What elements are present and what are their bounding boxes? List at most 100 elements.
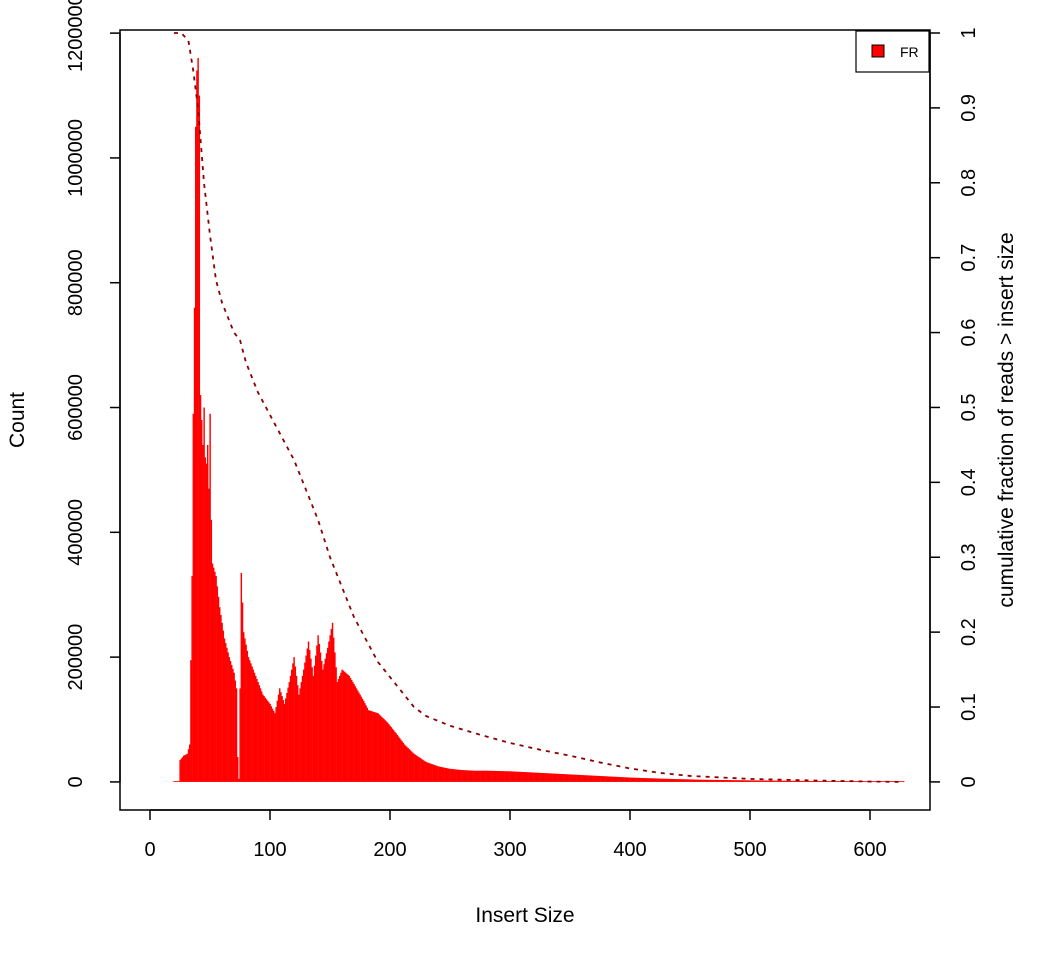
histogram-bar (606, 776, 609, 782)
histogram-bar (514, 771, 516, 782)
histogram-bar (185, 754, 187, 782)
histogram-bar (415, 755, 418, 782)
histogram-bar (577, 774, 580, 782)
histogram-bar (667, 778, 670, 782)
histogram-bar (531, 772, 533, 782)
histogram-bar (649, 778, 652, 782)
histogram-bar (357, 690, 359, 782)
histogram-bar (844, 781, 846, 782)
histogram-bar (304, 662, 306, 782)
y-tick-label: 0 (65, 776, 87, 787)
histogram-bar (245, 644, 247, 782)
histogram-bar (263, 696, 265, 782)
histogram-bar (847, 781, 850, 782)
histogram-bar (765, 780, 767, 782)
histogram-bar (523, 772, 526, 782)
histogram-bar (490, 770, 492, 782)
histogram-bar (456, 769, 459, 782)
histogram-bar (463, 770, 466, 782)
histogram-bar (761, 780, 763, 782)
histogram-bar (322, 669, 324, 782)
histogram-bar (790, 780, 792, 782)
histogram-bar (744, 780, 747, 782)
histogram-bar (241, 602, 244, 782)
histogram-bar (762, 780, 765, 782)
histogram-bar (406, 746, 408, 782)
histogram-bar (448, 768, 450, 782)
histogram-bar (745, 780, 748, 782)
histogram-bar (857, 781, 859, 782)
histogram-bar (509, 771, 511, 782)
histogram-bar (246, 650, 249, 782)
histogram-bar (618, 776, 621, 782)
histogram-bar (389, 725, 391, 782)
histogram-bar (316, 645, 318, 782)
histogram-bar (561, 774, 563, 782)
histogram-bar (425, 761, 427, 782)
histogram-bar (588, 775, 591, 782)
histogram-bar (465, 770, 467, 782)
histogram-bar (419, 757, 421, 782)
histogram-bar (591, 775, 593, 782)
histogram-bar (690, 779, 693, 782)
histogram-bar (207, 444, 209, 782)
histogram-bar (231, 664, 233, 782)
histogram-bar (273, 710, 275, 782)
histogram-bar (733, 780, 736, 782)
histogram-bar (237, 756, 239, 782)
histogram-bar (501, 771, 503, 782)
histogram-bar (738, 780, 741, 782)
histogram-bar (447, 768, 449, 782)
histogram-bar (383, 719, 385, 782)
histogram-bar (460, 769, 462, 782)
histogram-bar (571, 774, 574, 782)
histogram-bar (234, 680, 237, 782)
histogram-bar (784, 780, 786, 782)
histogram-bar (457, 769, 460, 782)
histogram-bar (235, 688, 238, 782)
histogram-bar (462, 770, 465, 782)
histogram-bar (373, 712, 376, 782)
histogram-bar (219, 607, 221, 782)
histogram-bar (802, 780, 804, 782)
histogram-bar (195, 126, 197, 782)
histogram-bar (774, 780, 777, 782)
histogram-bar (281, 696, 283, 782)
histogram-bar (634, 777, 636, 782)
histogram-bar (611, 776, 613, 782)
histogram-bar (771, 780, 773, 782)
histogram-bar (763, 780, 766, 782)
histogram-bar (216, 586, 219, 782)
histogram-bar (178, 781, 180, 782)
histogram-bar (388, 724, 390, 782)
histogram-bar (180, 758, 183, 782)
histogram-bar (321, 661, 323, 782)
histogram-bar (414, 754, 417, 782)
x-tick-label: 400 (613, 839, 646, 861)
histogram-bar (528, 772, 531, 782)
y-tick-label: 1200000 (65, 0, 87, 72)
x-tick-label: 600 (853, 839, 886, 861)
histogram-bar (327, 647, 329, 782)
histogram-bar (489, 770, 491, 782)
histogram-bar (411, 751, 413, 782)
histogram-bar (814, 781, 816, 782)
histogram-bar (484, 770, 486, 782)
histogram-bar (564, 774, 567, 782)
histogram-bar (370, 710, 372, 782)
histogram-bar (175, 781, 178, 782)
histogram-bar (625, 777, 628, 782)
histogram-bar (205, 463, 208, 782)
histogram-bar (382, 717, 384, 782)
histogram-bar (881, 781, 883, 782)
histogram-bar (628, 777, 630, 782)
histogram-bar (400, 739, 402, 782)
histogram-bar (750, 780, 753, 782)
histogram-bar (427, 762, 430, 782)
histogram-bar (816, 781, 819, 782)
histogram-bar (292, 663, 294, 782)
histogram-bar (624, 777, 627, 782)
histogram-bar (792, 780, 795, 782)
histogram-bar (633, 777, 635, 782)
histogram-bar (409, 750, 412, 782)
